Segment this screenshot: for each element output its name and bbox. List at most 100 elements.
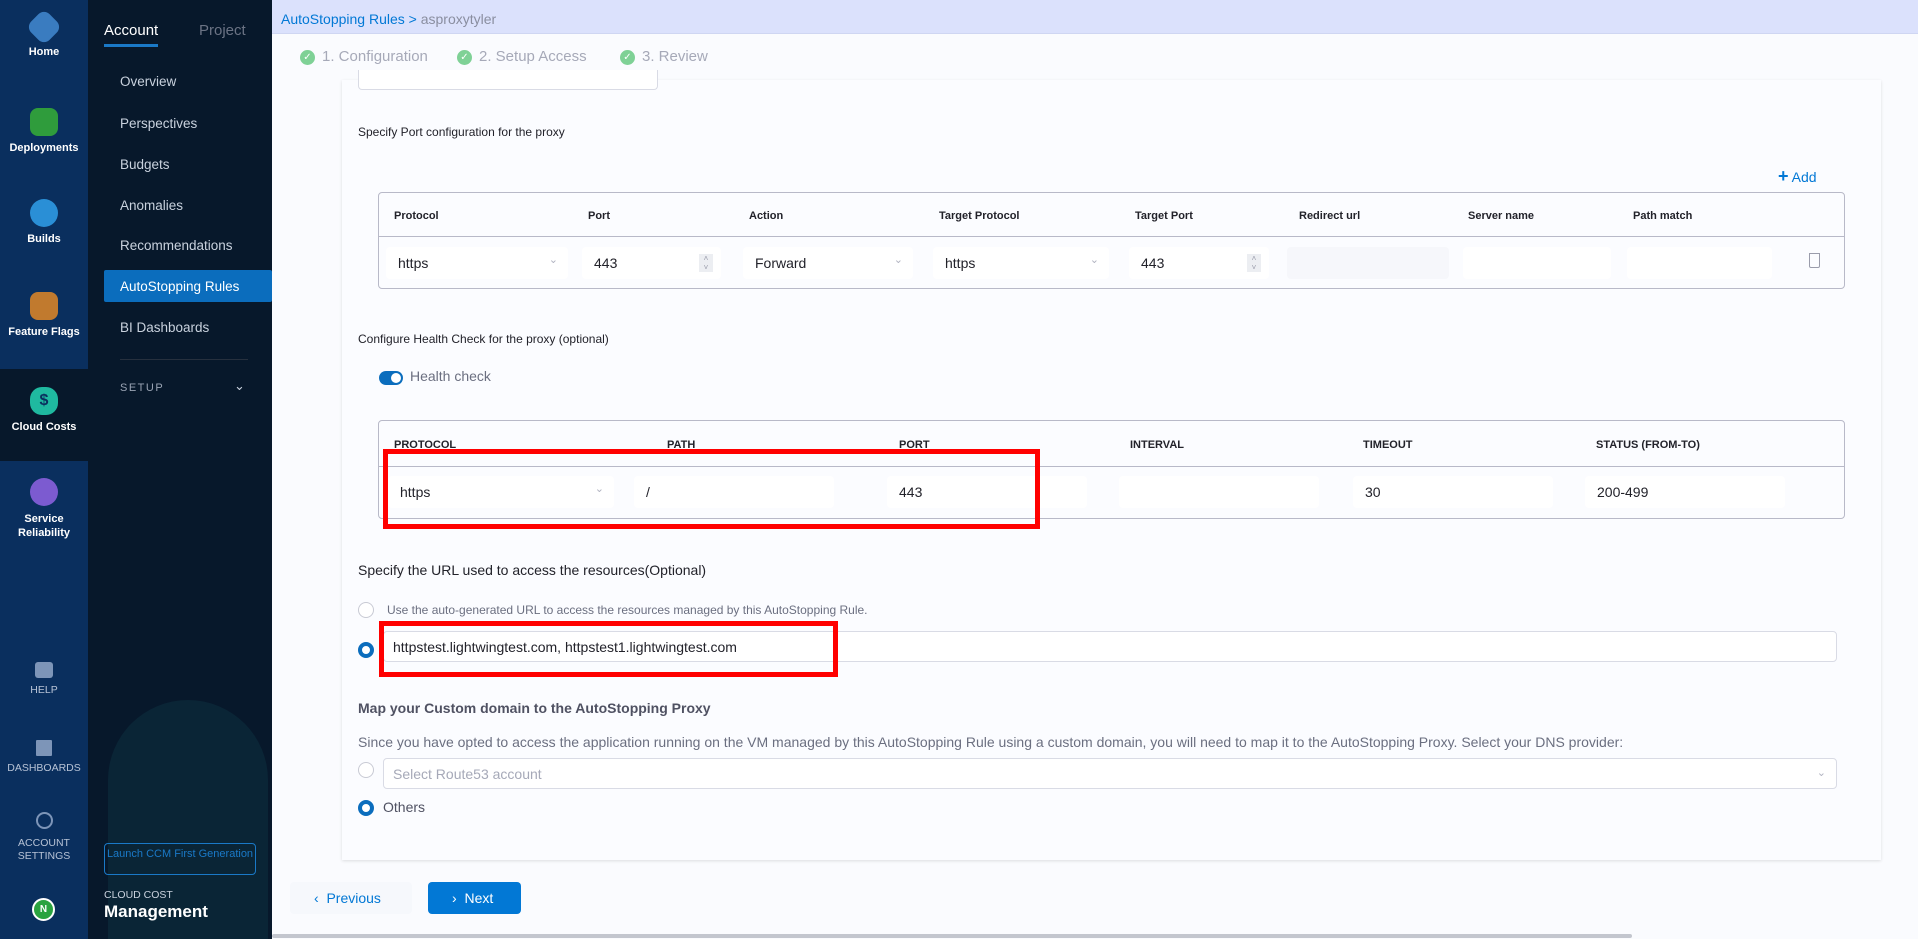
- tab-project[interactable]: Project: [199, 22, 246, 39]
- col-target-port: Target Port: [1135, 210, 1193, 222]
- hc-path-input[interactable]: /: [634, 476, 834, 508]
- target-protocol-select[interactable]: https ⌄: [933, 247, 1109, 279]
- rail-account-settings[interactable]: ACCOUNT SETTINGS: [0, 812, 88, 863]
- builds-icon: [30, 199, 58, 227]
- dashboards-icon: [36, 740, 52, 756]
- health-check-toggle[interactable]: [379, 371, 403, 385]
- chevron-right-icon: ›: [452, 890, 457, 906]
- health-check-table: PROTOCOL PATH PORT INTERVAL TIMEOUT STAT…: [378, 420, 1845, 519]
- nav-item-autostopping-rules[interactable]: AutoStopping Rules: [120, 279, 240, 294]
- col-status: STATUS (FROM-TO): [1596, 439, 1700, 451]
- path-match-input[interactable]: [1627, 247, 1772, 279]
- step-configuration[interactable]: ✓ 1. Configuration: [300, 48, 428, 65]
- rail-help[interactable]: HELP: [0, 662, 88, 696]
- check-icon: ✓: [457, 50, 472, 65]
- step-review[interactable]: ✓ 3. Review: [620, 48, 708, 65]
- rail-deployments[interactable]: Deployments: [0, 108, 88, 154]
- cloud-costs-icon: $: [30, 387, 58, 415]
- route53-select[interactable]: Select Route53 account ⌄: [383, 758, 1837, 789]
- breadcrumb-link[interactable]: AutoStopping Rules: [281, 11, 405, 27]
- trash-icon[interactable]: [1809, 253, 1820, 268]
- setup-section[interactable]: SETUP: [120, 382, 165, 394]
- next-button[interactable]: › Next: [428, 882, 521, 914]
- chevron-down-icon: ⌄: [1089, 254, 1099, 266]
- action-select[interactable]: Forward ⌄: [743, 247, 913, 279]
- chevron-down-icon[interactable]: ⌄: [234, 378, 245, 393]
- avatar[interactable]: N: [32, 898, 55, 921]
- domain-heading: Map your Custom domain to the AutoStoppi…: [358, 700, 711, 716]
- col-server-name: Server name: [1468, 210, 1535, 222]
- hc-timeout-input[interactable]: 30: [1353, 476, 1553, 508]
- rail-dashboards[interactable]: DASHBOARDS: [0, 740, 88, 774]
- highlight-health-check-row: [383, 449, 1040, 529]
- rail-home[interactable]: Home: [0, 8, 88, 58]
- launch-ccm-button[interactable]: Launch CCM First Generation: [104, 843, 256, 875]
- server-name-input[interactable]: [1463, 247, 1611, 279]
- rail-feature-flags[interactable]: Feature Flags: [0, 292, 88, 338]
- rail-builds[interactable]: Builds: [0, 199, 88, 245]
- deployments-icon: [30, 108, 58, 136]
- hc-protocol-select[interactable]: https ⌄: [388, 476, 614, 508]
- chevron-down-icon: ⌄: [1816, 767, 1826, 779]
- nav-item-perspectives[interactable]: Perspectives: [120, 116, 198, 131]
- target-port-input[interactable]: 443 ˄ ˅: [1129, 247, 1269, 279]
- feature-flags-icon: [30, 292, 58, 320]
- module-label: Management: [104, 902, 208, 921]
- step-setup-access[interactable]: ✓ 2. Setup Access: [457, 48, 587, 65]
- protocol-select[interactable]: https ⌄: [386, 247, 568, 279]
- gear-icon: [35, 812, 53, 829]
- health-heading: Configure Health Check for the proxy (op…: [358, 332, 609, 346]
- hc-port-input[interactable]: 443: [887, 476, 1087, 508]
- col-redirect-url: Redirect url: [1299, 210, 1361, 222]
- nav-item-budgets[interactable]: Budgets: [120, 157, 170, 172]
- plus-icon: +: [1778, 166, 1789, 186]
- highlight-custom-url: [379, 621, 838, 677]
- col-timeout: TIMEOUT: [1363, 439, 1413, 451]
- route53-radio[interactable]: [358, 762, 374, 778]
- custom-url-input[interactable]: httpstest.lightwingtest.com, httpstest1.…: [383, 631, 1837, 662]
- nav-item-recommendations[interactable]: Recommendations: [120, 238, 233, 253]
- breadcrumb-current: asproxytyler: [420, 11, 497, 27]
- nav-item-overview[interactable]: Overview: [120, 74, 177, 89]
- breadcrumb: AutoStopping Rules > asproxytyler: [272, 0, 1918, 34]
- tab-account[interactable]: Account: [104, 22, 159, 47]
- hc-interval-input[interactable]: [1119, 476, 1319, 508]
- custom-url-radio[interactable]: [358, 642, 374, 658]
- previous-button[interactable]: ‹ Previous: [290, 882, 412, 914]
- cut-off-input[interactable]: [358, 70, 658, 90]
- check-icon: ✓: [620, 50, 635, 65]
- stepper-icon[interactable]: ˄ ˅: [699, 254, 713, 272]
- chevron-down-icon: ⌄: [548, 254, 558, 266]
- breadcrumb-separator: >: [408, 11, 417, 27]
- rail-service-reliability[interactable]: Service Reliability: [0, 478, 88, 540]
- auto-url-radio[interactable]: [358, 602, 374, 618]
- chevron-down-icon: ⌄: [893, 254, 903, 266]
- module-nav: Account Project Overview Perspectives Bu…: [88, 0, 272, 939]
- hc-status-input[interactable]: 200-499: [1585, 476, 1785, 508]
- col-port: PORT: [899, 439, 930, 451]
- add-port-button[interactable]: + Add: [1778, 166, 1817, 186]
- redirect-url-input[interactable]: [1287, 247, 1449, 279]
- col-protocol: PROTOCOL: [394, 439, 457, 451]
- chevron-left-icon: ‹: [314, 890, 319, 906]
- col-port: Port: [588, 210, 610, 222]
- col-action: Action: [749, 210, 784, 222]
- main-content: AutoStopping Rules > asproxytyler ✓ 1. Co…: [272, 0, 1918, 939]
- module-label-small: CLOUD COST: [104, 889, 173, 901]
- port-input[interactable]: 443 ˄ ˅: [582, 247, 721, 279]
- rail-cloud-costs[interactable]: $ Cloud Costs: [0, 369, 88, 461]
- auto-url-label: Use the auto-generated URL to access the…: [387, 603, 868, 617]
- col-path: PATH: [667, 439, 696, 451]
- col-protocol: Protocol: [394, 210, 439, 222]
- check-icon: ✓: [300, 50, 315, 65]
- others-label: Others: [383, 799, 426, 815]
- nav-item-bi-dashboards[interactable]: BI Dashboards: [120, 320, 210, 335]
- nav-item-anomalies[interactable]: Anomalies: [120, 198, 184, 213]
- horizontal-scrollbar[interactable]: [272, 934, 1632, 938]
- others-radio[interactable]: [358, 800, 374, 816]
- home-icon: [25, 8, 63, 46]
- stepper-icon[interactable]: ˄ ˅: [1247, 254, 1261, 272]
- chevron-down-icon: ⌄: [594, 483, 604, 495]
- setup-access-card: Specify Port configuration for the proxy…: [342, 70, 1881, 860]
- divider: [120, 359, 248, 360]
